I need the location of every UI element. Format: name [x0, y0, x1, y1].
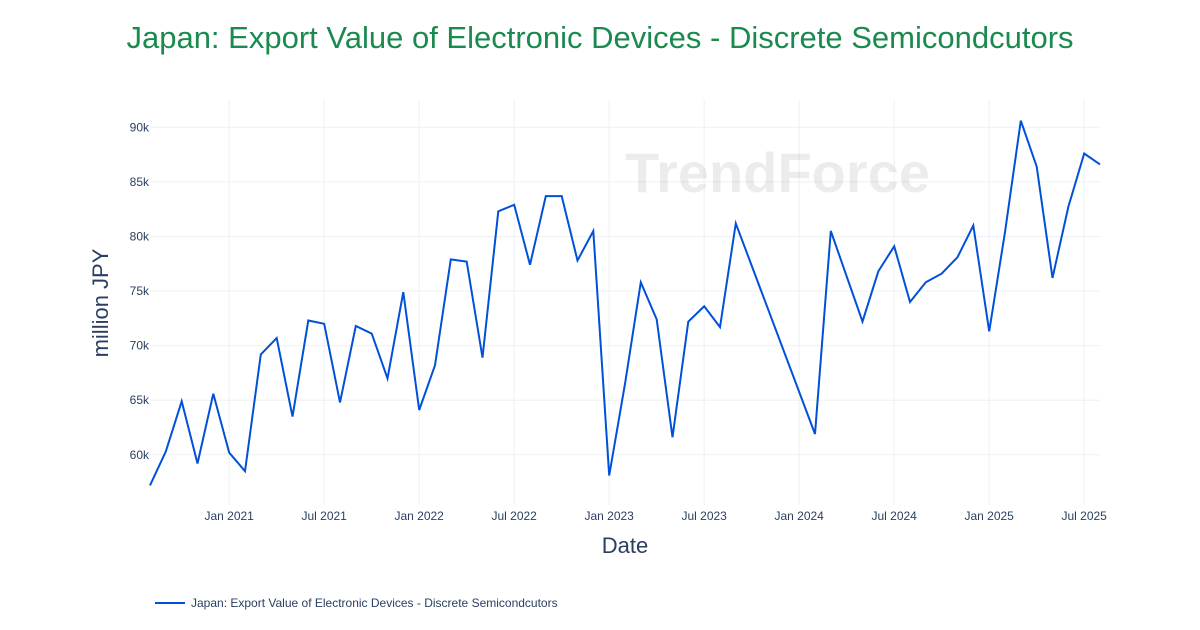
- data-point[interactable]: [479, 354, 487, 362]
- data-point[interactable]: [811, 430, 819, 438]
- data-point[interactable]: [969, 222, 977, 230]
- data-point[interactable]: [637, 278, 645, 286]
- data-point[interactable]: [384, 374, 392, 382]
- data-point[interactable]: [336, 398, 344, 406]
- y-tick-label: 70k: [130, 339, 150, 353]
- data-point[interactable]: [1064, 203, 1072, 211]
- data-point[interactable]: [146, 481, 154, 489]
- data-point[interactable]: [653, 315, 661, 323]
- legend-label: Japan: Export Value of Electronic Device…: [191, 596, 558, 610]
- x-tick-label: Jan 2021: [204, 509, 254, 523]
- data-point[interactable]: [162, 448, 170, 456]
- data-point[interactable]: [669, 433, 677, 441]
- data-point[interactable]: [352, 322, 360, 330]
- y-tick-label: 75k: [130, 284, 150, 298]
- data-point[interactable]: [589, 227, 597, 235]
- data-point[interactable]: [605, 472, 613, 480]
- data-point[interactable]: [542, 192, 550, 200]
- data-point[interactable]: [399, 288, 407, 296]
- y-axis-title: million JPY: [88, 248, 113, 357]
- data-point[interactable]: [874, 267, 882, 275]
- data-point[interactable]: [1080, 149, 1088, 157]
- data-point[interactable]: [716, 323, 724, 331]
- x-tick-label: Jan 2023: [584, 509, 634, 523]
- data-point[interactable]: [574, 256, 582, 264]
- data-point[interactable]: [558, 192, 566, 200]
- x-tick-label: Jul 2022: [491, 509, 537, 523]
- legend[interactable]: Japan: Export Value of Electronic Device…: [155, 596, 558, 610]
- data-point[interactable]: [1049, 274, 1057, 282]
- data-point[interactable]: [700, 302, 708, 310]
- data-point[interactable]: [906, 298, 914, 306]
- x-tick-label: Jan 2024: [774, 509, 824, 523]
- data-point[interactable]: [241, 467, 249, 475]
- chart-title: Japan: Export Value of Electronic Device…: [126, 20, 1074, 55]
- legend-swatch: [155, 602, 185, 604]
- data-point[interactable]: [447, 255, 455, 263]
- data-point[interactable]: [415, 406, 423, 414]
- data-point[interactable]: [859, 318, 867, 326]
- data-point[interactable]: [890, 242, 898, 250]
- data-point[interactable]: [684, 318, 692, 326]
- data-point[interactable]: [178, 397, 186, 405]
- data-point[interactable]: [289, 413, 297, 421]
- data-point[interactable]: [304, 317, 312, 325]
- x-tick-label: Jul 2021: [301, 509, 347, 523]
- data-point[interactable]: [938, 270, 946, 278]
- data-point[interactable]: [1096, 160, 1104, 168]
- data-point[interactable]: [621, 380, 629, 388]
- x-tick-label: Jul 2025: [1061, 509, 1107, 523]
- x-tick-label: Jul 2024: [871, 509, 917, 523]
- data-point[interactable]: [827, 227, 835, 235]
- x-tick-label: Jan 2025: [964, 509, 1014, 523]
- y-tick-label: 80k: [130, 229, 150, 243]
- series-line: [149, 120, 1101, 486]
- data-point[interactable]: [494, 207, 502, 215]
- data-point[interactable]: [257, 350, 265, 358]
- data-point[interactable]: [431, 361, 439, 369]
- data-point[interactable]: [1001, 228, 1009, 236]
- data-point[interactable]: [225, 449, 233, 457]
- watermark-logo: TrendForce: [625, 141, 930, 204]
- x-tick-label: Jul 2023: [681, 509, 727, 523]
- data-point[interactable]: [922, 278, 930, 286]
- data-point[interactable]: [194, 460, 202, 468]
- data-point[interactable]: [985, 327, 993, 335]
- x-axis-title: Date: [602, 533, 648, 558]
- data-point[interactable]: [1033, 163, 1041, 171]
- data-point[interactable]: [526, 261, 534, 269]
- data-point[interactable]: [273, 334, 281, 342]
- data-point[interactable]: [1017, 117, 1025, 125]
- y-tick-label: 90k: [130, 120, 150, 134]
- data-point[interactable]: [954, 253, 962, 261]
- data-point[interactable]: [463, 258, 471, 266]
- x-tick-label: Jan 2022: [394, 509, 444, 523]
- y-tick-label: 60k: [130, 448, 150, 462]
- data-point[interactable]: [510, 201, 518, 209]
- data-point[interactable]: [320, 320, 328, 328]
- y-tick-label: 85k: [130, 175, 150, 189]
- y-tick-label: 65k: [130, 393, 150, 407]
- data-point[interactable]: [368, 330, 376, 338]
- data-point[interactable]: [732, 219, 740, 227]
- data-point[interactable]: [209, 390, 217, 398]
